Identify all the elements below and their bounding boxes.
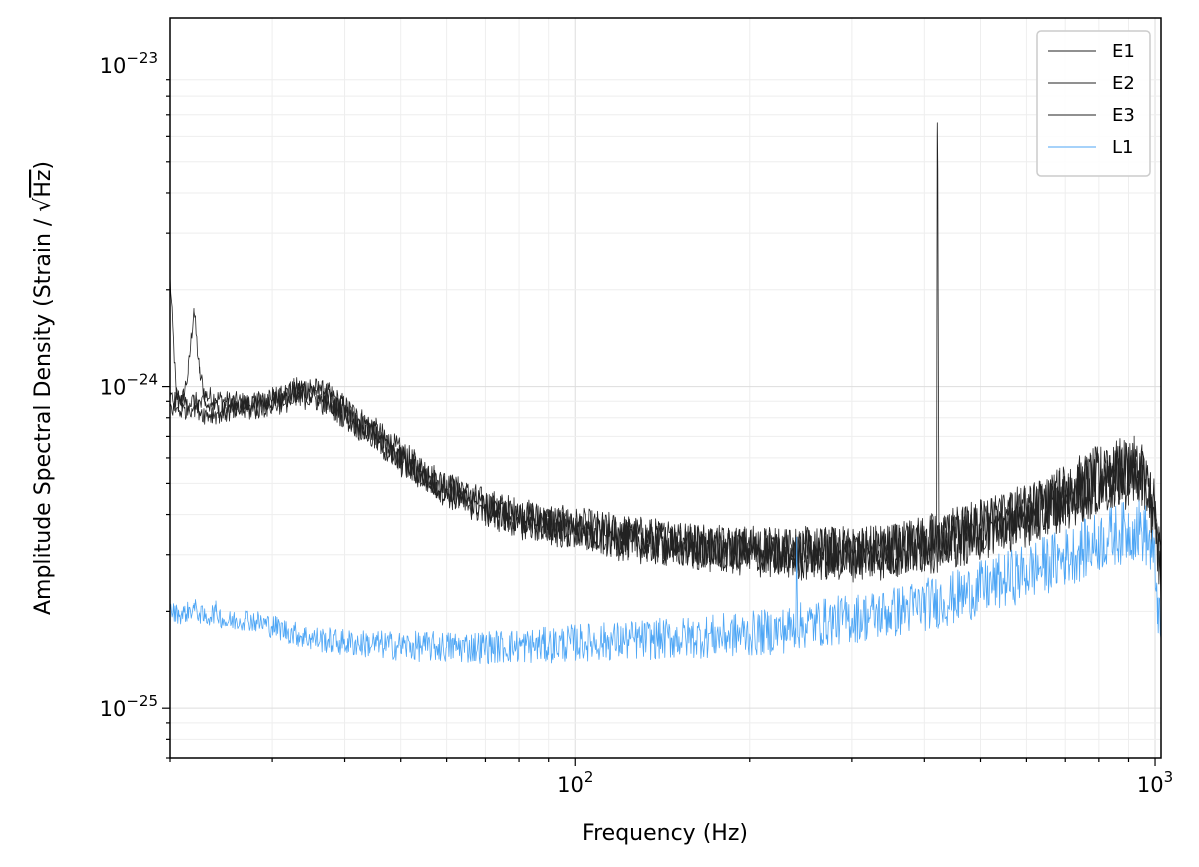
legend: E1 E2 E3 L1 — [1036, 30, 1151, 177]
tick-label-base: 10 — [100, 54, 127, 78]
grid — [169, 18, 1161, 759]
tick-label-exponent: −24 — [126, 371, 158, 389]
tick-label-exponent: −23 — [126, 49, 158, 67]
x-tick-label: 102 — [557, 768, 593, 797]
legend-label-l1: L1 — [1112, 137, 1133, 158]
y-tick-label: 10−25 — [100, 692, 158, 721]
legend-label-e1: E1 — [1112, 41, 1135, 62]
x-tick-label: 103 — [1137, 768, 1173, 797]
y-axis-label-radical: √ — [31, 197, 56, 212]
tick-label-base: 10 — [1137, 773, 1164, 797]
legend-box — [1036, 30, 1151, 177]
series-line-e3 — [169, 386, 1162, 608]
tick-label-exponent: −25 — [126, 692, 158, 710]
tick-label-base: 10 — [100, 697, 127, 721]
y-axis-label: Amplitude Spectral Density (Strain / √Hz… — [31, 161, 56, 615]
y-axis-label-suffix: ) — [31, 161, 56, 170]
y-axis-label-group: Amplitude Spectral Density (Strain / √Hz… — [31, 161, 56, 615]
ticks — [162, 79, 1156, 766]
y-axis-label-prefix: Amplitude Spectral Density (Strain / — [31, 212, 56, 615]
tick-label-exponent: 2 — [584, 768, 594, 786]
tick-label-base: 10 — [100, 376, 127, 400]
series-layer — [169, 122, 1162, 665]
series-line-e2 — [169, 379, 1162, 578]
y-tick-label: 10−24 — [100, 371, 158, 400]
tick-label-base: 10 — [557, 773, 584, 797]
legend-label-e2: E2 — [1112, 73, 1135, 94]
legend-label-e3: E3 — [1112, 105, 1135, 126]
series-line-l1 — [169, 500, 1162, 665]
tick-label-exponent: 3 — [1164, 768, 1174, 786]
y-axis-label-unit: Hz — [31, 170, 56, 198]
plot-frame — [169, 17, 1162, 759]
x-axis-label: Frequency (Hz) — [582, 821, 748, 846]
y-tick-label: 10−23 — [100, 49, 158, 78]
